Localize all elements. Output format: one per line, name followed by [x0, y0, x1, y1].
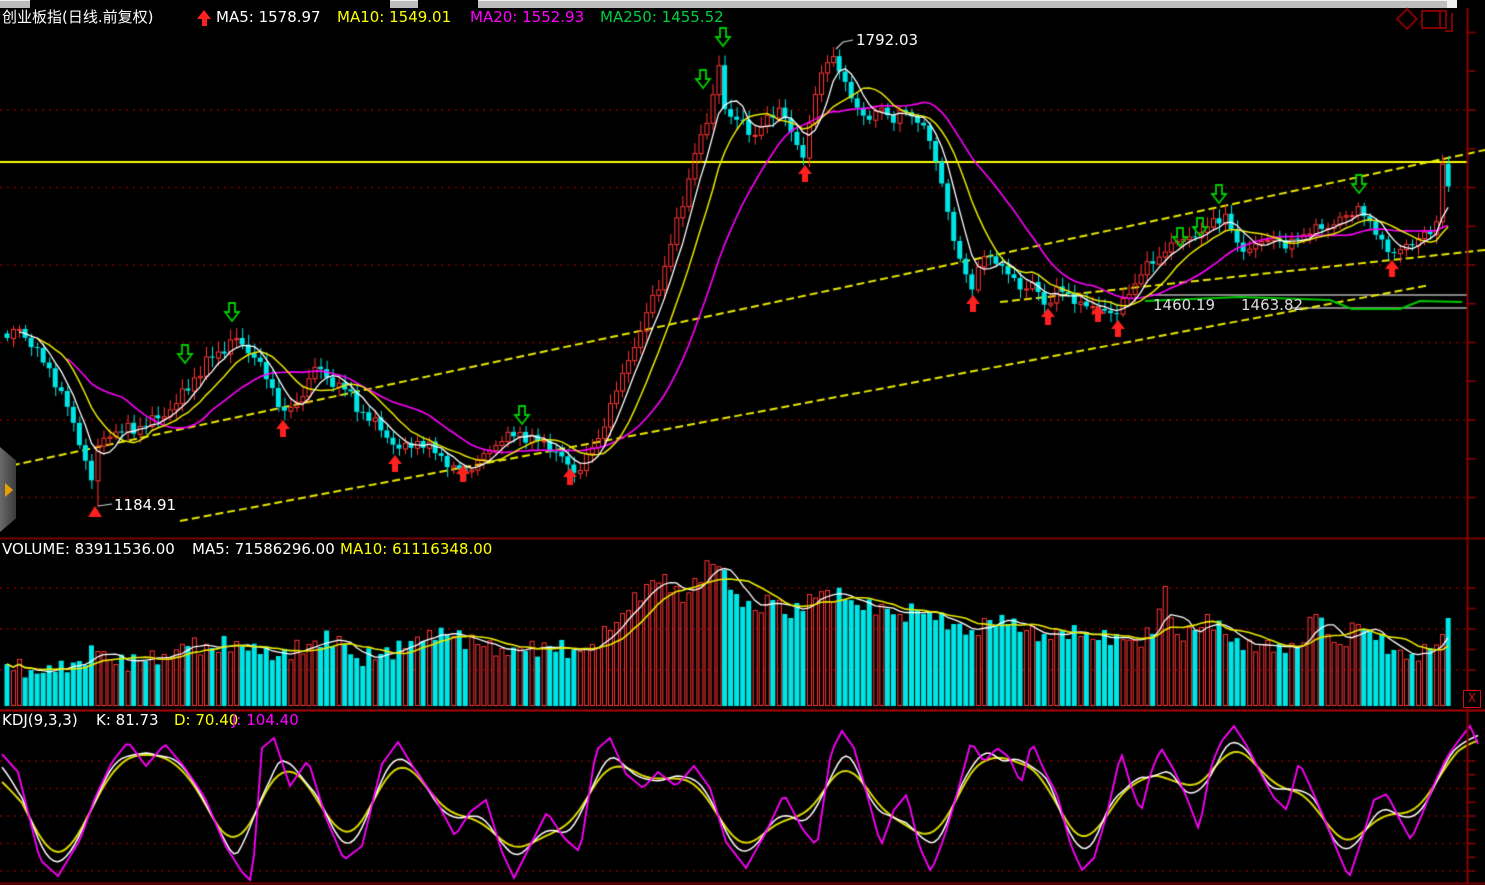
split-window-divider — [1439, 12, 1441, 27]
security-title: 创业板指(日线.前复权) — [2, 8, 154, 26]
corner-mark-foot — [1445, 30, 1453, 32]
split-window-icon[interactable] — [1421, 10, 1447, 29]
support-price-label-left: 1460.19 — [1153, 296, 1216, 314]
sidebar-expand-tab[interactable] — [0, 447, 16, 532]
support-price-label-right: 1463.82 — [1241, 296, 1304, 314]
kdj-name: KDJ(9,3,3) — [2, 711, 78, 729]
volume-ma10-readout: MA10: 61116348.00 — [340, 540, 493, 558]
ma10-readout: MA10: 1549.01 — [337, 8, 452, 26]
ma250-readout: MA250: 1455.52 — [600, 8, 724, 26]
expand-arrow-icon — [5, 483, 13, 497]
top-strip-handle — [1447, 0, 1457, 8]
up-signal-arrow-icon — [197, 10, 211, 26]
kdj-k-readout: K: 81.73 — [96, 711, 159, 729]
kdj-j-readout: J: 104.40 — [232, 711, 299, 729]
high-price-label: 1792.03 — [856, 31, 919, 49]
top-strip-segment — [0, 0, 30, 8]
corner-mark-icon — [1445, 13, 1453, 32]
ma20-readout: MA20: 1552.93 — [470, 8, 585, 26]
ma5-readout: MA5: 1578.97 — [216, 8, 321, 26]
top-strip-segment — [478, 0, 1447, 8]
low-price-label: 1184.91 — [114, 496, 177, 514]
top-strip-segment — [390, 0, 418, 8]
volume-ma5-readout: MA5: 71586296.00 — [192, 540, 335, 558]
kdj-d-readout: D: 70.40 — [174, 711, 239, 729]
volume-readout: VOLUME: 83911536.00 — [2, 540, 175, 558]
indicator-close-button[interactable]: X — [1463, 690, 1481, 708]
